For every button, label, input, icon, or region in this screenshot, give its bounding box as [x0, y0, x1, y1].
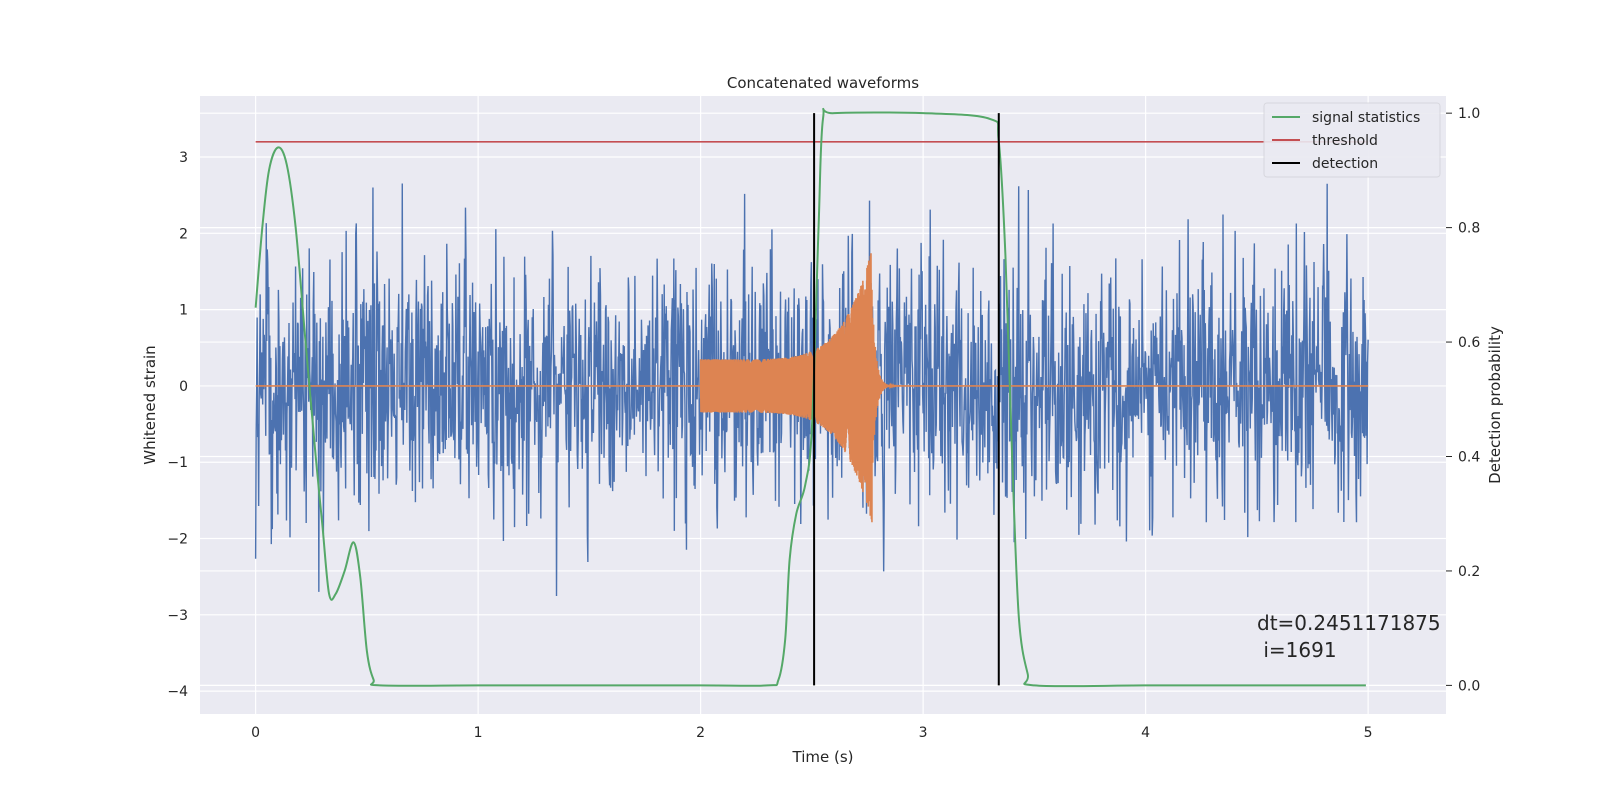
x-tick-label: 2	[696, 725, 705, 741]
y2-tick-label: 0.2	[1458, 564, 1480, 580]
y-axis-label: Whitened strain	[141, 345, 159, 464]
y-tick-label: 0	[179, 379, 188, 395]
y-tick-label: 1	[179, 303, 188, 319]
series-signal-statistics-line	[254, 107, 1366, 688]
chart-title: Concatenated waveforms	[727, 74, 919, 92]
series-chirp-line	[255, 253, 1369, 523]
y-tick-label: 3	[179, 150, 188, 166]
x-tick-label: 5	[1364, 725, 1373, 741]
y2-tick-label: 0.4	[1458, 450, 1480, 466]
x-tick-label: 0	[251, 725, 260, 741]
legend-box	[1263, 102, 1441, 178]
x-axis-label: Time (s)	[792, 748, 854, 766]
annotation-dt: dt=0.2451171875	[1257, 611, 1441, 635]
legend-label-detection: detection	[1312, 156, 1378, 172]
x-tick-label: 3	[919, 725, 928, 741]
legend-label-threshold: threshold	[1312, 133, 1378, 149]
legend: signal statistics threshold detection	[1263, 102, 1441, 178]
x-tick-label: 1	[474, 725, 483, 741]
y2-tick-label: 0.0	[1458, 678, 1480, 694]
y-tick-label: 2	[179, 226, 188, 242]
annotation-i: i=1691	[1257, 638, 1337, 662]
y2-tick-label: 0.8	[1458, 221, 1480, 237]
y-tick-label: −1	[167, 455, 188, 471]
y2-axis-label: Detection probability	[1486, 326, 1504, 484]
legend-label-signal: signal statistics	[1312, 110, 1420, 126]
y-tick-label: −4	[167, 684, 188, 700]
y2-tick-label: 1.0	[1458, 106, 1480, 122]
y-tick-label: −2	[167, 532, 188, 548]
y-tick-label: −3	[167, 608, 188, 624]
y2-tick-label: 0.6	[1458, 335, 1480, 351]
x-tick-label: 4	[1141, 725, 1150, 741]
